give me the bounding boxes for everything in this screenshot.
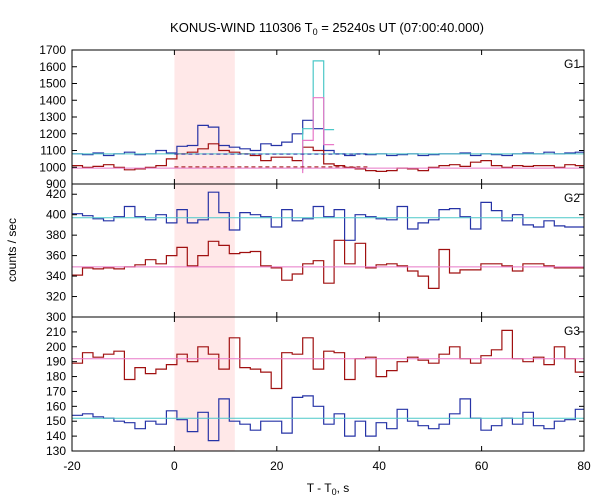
x-tick-label: 0 bbox=[171, 459, 178, 473]
panel-series bbox=[72, 191, 584, 289]
y-tick-label: 1700 bbox=[39, 43, 66, 57]
title-rest: = 25240s UT (07:00:40.000) bbox=[318, 20, 484, 35]
svg-text:T - T0, s: T - T0, s bbox=[307, 481, 350, 497]
y-tick-label: 1400 bbox=[39, 93, 66, 107]
title-main: KONUS-WIND 110306 T bbox=[170, 20, 313, 35]
series-red-step bbox=[72, 329, 584, 390]
series-red-step bbox=[72, 143, 584, 172]
panel-frame bbox=[71, 183, 585, 318]
y-tick-label: 1100 bbox=[40, 144, 66, 158]
xlabel-rest: , s bbox=[337, 481, 350, 495]
y-tick-label: 1200 bbox=[39, 127, 66, 141]
y-tick-label: 140 bbox=[46, 429, 66, 443]
y-tick-label: 320 bbox=[46, 290, 66, 304]
y-tick-label: 130 bbox=[46, 444, 66, 458]
y-tick-label: 160 bbox=[46, 399, 66, 413]
xlabel-subscript: 0 bbox=[332, 487, 337, 497]
y-tick-label: 400 bbox=[46, 208, 66, 222]
y-tick-label: 1000 bbox=[39, 160, 66, 174]
panel-series bbox=[72, 60, 584, 174]
x-tick-label: 20 bbox=[270, 459, 284, 473]
y-tick-label: 150 bbox=[46, 414, 66, 428]
y-tick-label: 1300 bbox=[39, 110, 66, 124]
x-tick-label: -20 bbox=[63, 459, 81, 473]
svg-text:KONUS-WIND 110306 T0 = 25240s: KONUS-WIND 110306 T0 = 25240s UT (07:00:… bbox=[170, 20, 484, 37]
y-axis-label: counts / sec bbox=[5, 218, 19, 282]
y-tick-label: 190 bbox=[46, 355, 66, 369]
y-tick-label: 200 bbox=[46, 340, 66, 354]
chart-title: KONUS-WIND 110306 T0 = 25240s UT (07:00:… bbox=[170, 20, 484, 37]
xlabel-main: T - T bbox=[307, 481, 333, 495]
y-tick-label: 300 bbox=[46, 310, 66, 324]
x-tick-label: 60 bbox=[475, 459, 489, 473]
highlight-interval bbox=[174, 50, 235, 451]
y-tick-label: 1600 bbox=[39, 60, 66, 74]
y-tick-label: 1500 bbox=[39, 77, 66, 91]
y-tick-label: 180 bbox=[46, 370, 66, 384]
x-tick-label: 40 bbox=[373, 459, 387, 473]
panel-frame bbox=[71, 316, 585, 452]
panel-g2: 300 320 340 360 380 400 420 G2 bbox=[46, 183, 585, 324]
panel-series bbox=[72, 329, 584, 442]
series-blue-step bbox=[72, 395, 584, 442]
panel-label: G1 bbox=[564, 57, 580, 71]
y-tick-label: 900 bbox=[46, 177, 66, 191]
x-tick-label: 80 bbox=[577, 459, 591, 473]
plot-area: 90010001100120013001400150016001700G1300… bbox=[39, 43, 591, 473]
panel-label: G2 bbox=[564, 191, 580, 205]
panel-g1: 900 1000 1100 1200 1300 1400 1500 1600 1700 G1 bbox=[39, 43, 585, 191]
y-tick-label: 340 bbox=[46, 269, 66, 283]
series-blue-step bbox=[72, 119, 584, 157]
series-pink-step bbox=[302, 97, 335, 174]
x-axis-label: T - T0, s bbox=[307, 481, 350, 497]
y-tick-label: 360 bbox=[46, 249, 66, 263]
y-tick-label: 210 bbox=[46, 325, 66, 339]
y-tick-label: 170 bbox=[46, 384, 66, 398]
y-tick-label: 380 bbox=[46, 228, 66, 242]
title-subscript: 0 bbox=[313, 27, 318, 37]
series-blue-step bbox=[72, 191, 584, 241]
panel-label: G3 bbox=[564, 324, 580, 338]
y-tick-label: 420 bbox=[46, 187, 66, 201]
series-red-step bbox=[72, 239, 584, 289]
